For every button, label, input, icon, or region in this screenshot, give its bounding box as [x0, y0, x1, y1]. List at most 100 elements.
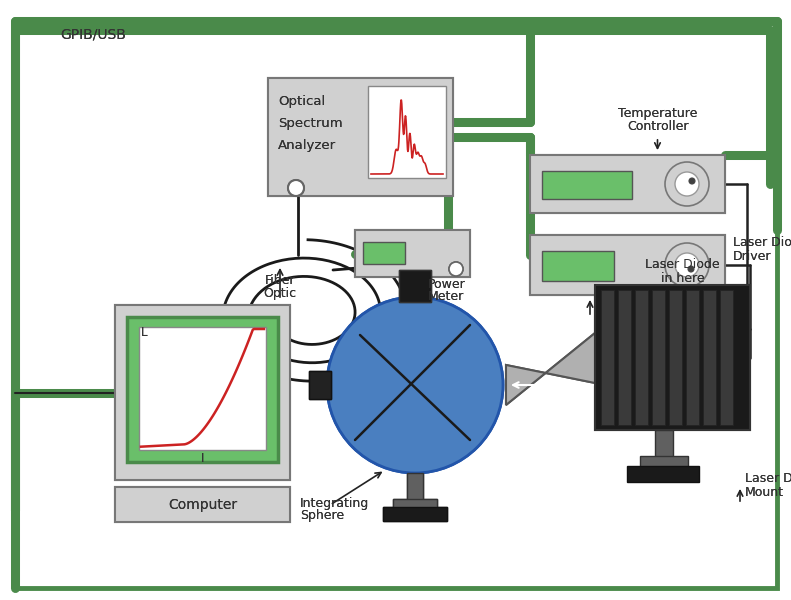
- Bar: [627, 466, 699, 482]
- Text: Sphere: Sphere: [300, 509, 344, 523]
- Bar: [703, 290, 716, 425]
- Text: Spectrum: Spectrum: [278, 118, 343, 130]
- Circle shape: [665, 162, 709, 206]
- Bar: [407, 473, 423, 501]
- Text: in here: in here: [660, 271, 704, 284]
- Bar: [115, 487, 290, 522]
- Text: Laser Diode: Laser Diode: [645, 259, 720, 271]
- Bar: [363, 242, 405, 264]
- Text: Analyzer: Analyzer: [278, 139, 336, 152]
- Text: L: L: [141, 326, 147, 340]
- Text: Optical: Optical: [278, 94, 325, 107]
- Text: Optic: Optic: [263, 287, 297, 301]
- Text: Meter: Meter: [427, 290, 464, 304]
- Text: Laser Diode: Laser Diode: [645, 259, 720, 271]
- Bar: [618, 290, 631, 425]
- Bar: [115, 305, 290, 480]
- Bar: [399, 270, 431, 302]
- Text: Optic: Optic: [263, 287, 297, 301]
- Text: Controller: Controller: [626, 121, 688, 133]
- Bar: [669, 290, 682, 425]
- Text: Computer: Computer: [168, 498, 237, 512]
- Bar: [530, 235, 725, 295]
- Bar: [669, 290, 682, 425]
- Bar: [530, 235, 725, 295]
- Circle shape: [665, 243, 709, 287]
- Text: I: I: [201, 451, 204, 464]
- Text: Driver: Driver: [733, 251, 771, 263]
- Text: Driver: Driver: [733, 251, 771, 263]
- Text: Power: Power: [427, 278, 465, 292]
- Bar: [530, 155, 725, 213]
- Bar: [115, 487, 290, 522]
- Bar: [595, 285, 750, 430]
- Text: Mount: Mount: [745, 485, 784, 499]
- Text: Meter: Meter: [427, 290, 464, 304]
- Text: Spectrum: Spectrum: [278, 118, 343, 130]
- Bar: [652, 290, 665, 425]
- Bar: [393, 499, 437, 509]
- Text: Analyzer: Analyzer: [278, 139, 336, 152]
- Bar: [363, 242, 405, 264]
- Circle shape: [449, 262, 463, 276]
- Bar: [652, 290, 665, 425]
- Bar: [355, 230, 470, 277]
- Text: Integrating: Integrating: [300, 497, 369, 509]
- Bar: [640, 456, 688, 468]
- Circle shape: [327, 297, 503, 473]
- Text: Optical: Optical: [278, 94, 325, 107]
- Circle shape: [689, 178, 695, 184]
- Circle shape: [288, 180, 304, 196]
- Text: L: L: [141, 326, 147, 340]
- Text: I: I: [201, 451, 204, 464]
- Circle shape: [688, 266, 694, 272]
- Bar: [368, 86, 446, 178]
- Circle shape: [675, 253, 699, 277]
- Bar: [542, 251, 614, 281]
- Circle shape: [288, 180, 304, 196]
- Bar: [703, 290, 716, 425]
- Bar: [127, 317, 278, 462]
- Text: GPIB/USB: GPIB/USB: [60, 28, 126, 42]
- Bar: [542, 251, 614, 281]
- Bar: [618, 290, 631, 425]
- Bar: [355, 230, 470, 277]
- Bar: [635, 290, 648, 425]
- Circle shape: [688, 266, 694, 272]
- Circle shape: [675, 172, 699, 196]
- Polygon shape: [506, 333, 595, 405]
- Text: Temperature: Temperature: [618, 107, 697, 119]
- Bar: [635, 290, 648, 425]
- Circle shape: [327, 297, 503, 473]
- Circle shape: [689, 178, 695, 184]
- Bar: [393, 499, 437, 509]
- Text: Laser Diode: Laser Diode: [745, 472, 791, 485]
- Bar: [407, 473, 423, 501]
- Bar: [383, 507, 447, 521]
- Bar: [309, 371, 331, 399]
- Text: Temperature: Temperature: [618, 107, 697, 119]
- Bar: [686, 290, 699, 425]
- Bar: [530, 155, 725, 213]
- Bar: [595, 285, 750, 430]
- Circle shape: [665, 243, 709, 287]
- Text: Laser Diode: Laser Diode: [733, 236, 791, 250]
- Bar: [542, 171, 632, 199]
- Bar: [268, 78, 453, 196]
- Text: Integrating: Integrating: [300, 497, 369, 509]
- Bar: [139, 327, 266, 450]
- Bar: [601, 290, 614, 425]
- Bar: [720, 290, 733, 425]
- Text: Fiber: Fiber: [265, 274, 295, 286]
- Bar: [601, 290, 614, 425]
- Bar: [720, 290, 733, 425]
- Text: in here: in here: [660, 271, 704, 284]
- Text: Computer: Computer: [168, 498, 237, 512]
- Bar: [368, 86, 446, 178]
- Bar: [268, 78, 453, 196]
- Polygon shape: [506, 333, 595, 405]
- Bar: [115, 305, 290, 480]
- Bar: [655, 430, 673, 458]
- Text: GPIB/USB: GPIB/USB: [60, 28, 126, 42]
- Circle shape: [675, 253, 699, 277]
